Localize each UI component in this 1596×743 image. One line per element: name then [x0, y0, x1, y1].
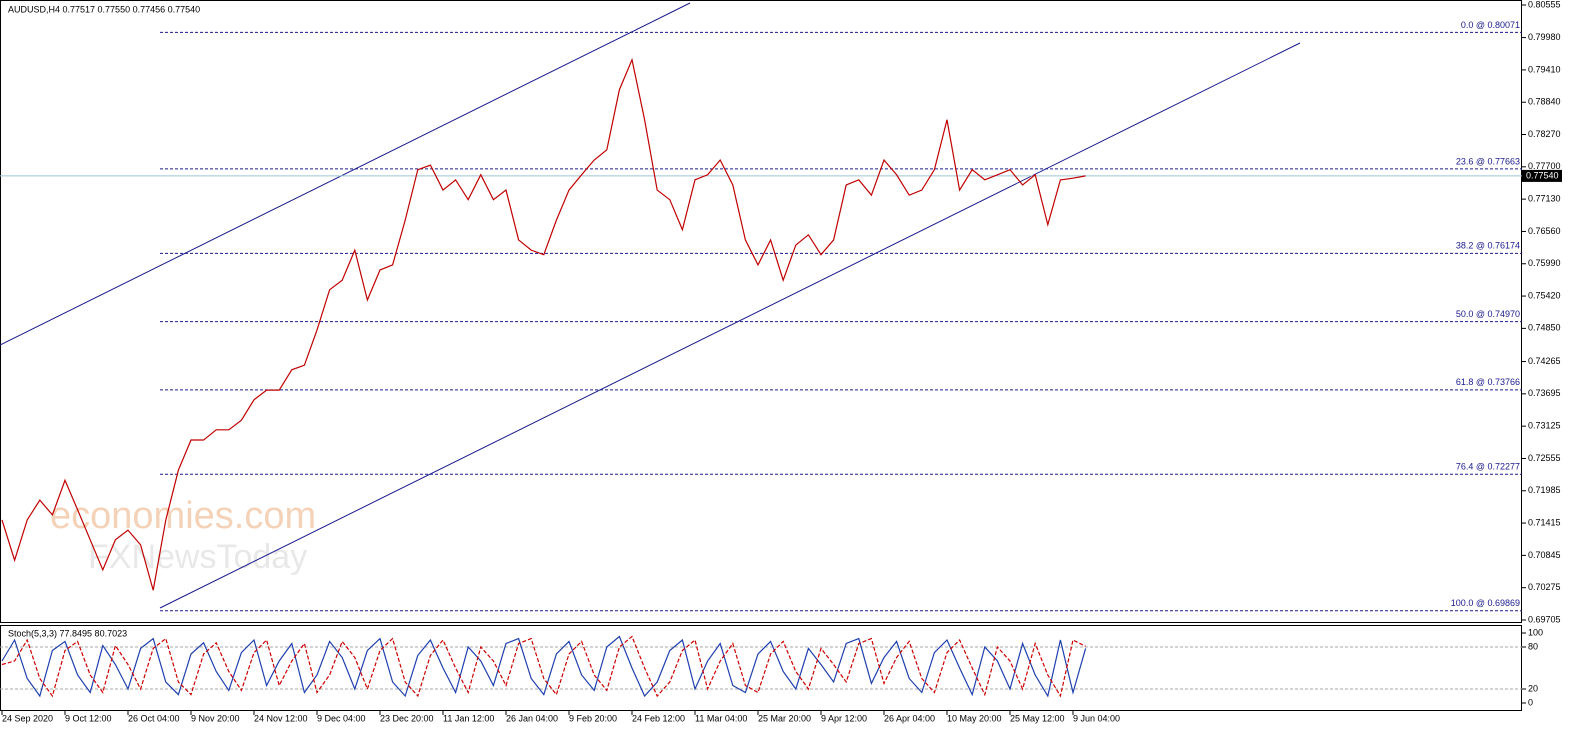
y-tick-label: 80	[1528, 641, 1538, 651]
y-tick-label: 0.77700	[1528, 161, 1561, 171]
y-tick-label: 0.79980	[1528, 32, 1561, 42]
fib-label: 61.8 @ 0.73766	[1456, 377, 1520, 387]
x-tick-label: 9 Jun 04:00	[1073, 713, 1120, 723]
fib-label: 50.0 @ 0.74970	[1456, 309, 1520, 319]
y-tick-label: 0.74850	[1528, 323, 1561, 333]
y-tick-label: 0.79410	[1528, 64, 1561, 74]
y-tick-label: 20	[1528, 683, 1538, 693]
current-price-label: 0.77540	[1526, 170, 1559, 180]
x-tick-label: 9 Oct 12:00	[65, 713, 112, 723]
x-tick-label: 25 May 12:00	[1010, 713, 1065, 723]
x-tick-label: 10 May 20:00	[947, 713, 1002, 723]
x-tick-label: 11 Mar 04:00	[695, 713, 747, 723]
y-tick-label: 0.70275	[1528, 582, 1561, 592]
stoch-line	[1, 635, 1087, 698]
x-tick-label: 26 Jan 04:00	[506, 713, 558, 723]
fib-label: 76.4 @ 0.72277	[1456, 462, 1520, 472]
x-tick-label: 25 Mar 20:00	[758, 713, 811, 723]
x-tick-label: 9 Feb 20:00	[569, 713, 617, 723]
y-tick-label: 0.71415	[1528, 517, 1561, 527]
y-tick-label: 0.76560	[1528, 226, 1561, 236]
y-tick-label: 0.78270	[1528, 129, 1561, 139]
fib-label: 0.0 @ 0.80071	[1461, 20, 1520, 30]
stoch-title: Stoch(5,3,3) 77.8495 80.7023	[8, 628, 127, 638]
x-tick-label: 9 Dec 04:00	[317, 713, 366, 723]
stoch-pane	[0, 625, 1522, 711]
channel-line	[0, 2, 691, 346]
y-tick-label: 0.75990	[1528, 258, 1561, 268]
y-tick-label: 0.70845	[1528, 550, 1561, 560]
y-tick-label: 0.80555	[1528, 0, 1561, 9]
watermark: economies.com	[50, 495, 316, 537]
channel-line	[159, 42, 1301, 609]
x-tick-label: 9 Apr 12:00	[821, 713, 867, 723]
x-tick-label: 26 Apr 04:00	[884, 713, 935, 723]
x-tick-label: 24 Nov 12:00	[254, 713, 308, 723]
x-tick-label: 23 Dec 20:00	[380, 713, 434, 723]
y-tick-label: 0.69705	[1528, 614, 1561, 624]
y-tick-label: 0.75420	[1528, 290, 1561, 300]
fib-label: 100.0 @ 0.69869	[1451, 598, 1520, 608]
y-tick-label: 0.73125	[1528, 421, 1561, 431]
chart-title: AUDUSD,H4 0.77517 0.77550 0.77456 0.7754…	[8, 4, 200, 14]
y-tick-label: 0.77130	[1528, 194, 1561, 204]
y-tick-label: 100	[1528, 627, 1543, 637]
stoch-line	[1, 635, 1086, 698]
fib-label: 38.2 @ 0.76174	[1456, 241, 1520, 251]
price-line	[1, 57, 1086, 591]
watermark: FXNewsToday	[88, 538, 307, 576]
y-tick-label: 0.73695	[1528, 388, 1561, 398]
y-tick-label: 0.78840	[1528, 97, 1561, 107]
price-pane	[0, 0, 1522, 623]
x-tick-label: 24 Sep 2020	[2, 713, 53, 723]
current-price-box	[1522, 169, 1562, 182]
x-tick-label: 11 Jan 12:00	[443, 713, 494, 723]
fib-label: 23.6 @ 0.77663	[1456, 156, 1520, 166]
x-tick-label: 24 Feb 12:00	[632, 713, 685, 723]
y-tick-label: 0.74265	[1528, 356, 1561, 366]
y-tick-label: 0.72555	[1528, 453, 1561, 463]
y-tick-label: 0	[1528, 697, 1533, 707]
y-tick-label: 0.71985	[1528, 485, 1561, 495]
x-tick-label: 9 Nov 20:00	[191, 713, 240, 723]
x-tick-label: 26 Oct 04:00	[128, 713, 180, 723]
